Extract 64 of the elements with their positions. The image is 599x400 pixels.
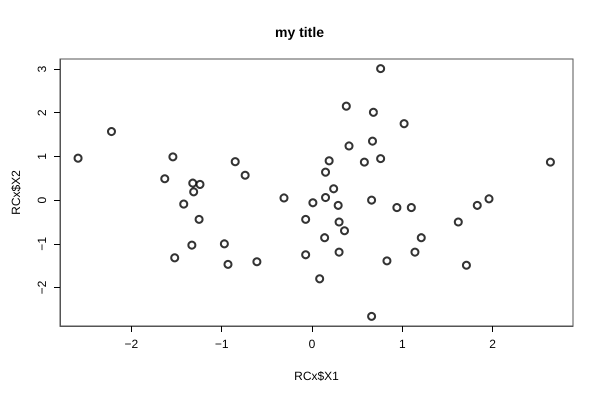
point [392, 203, 402, 212]
point [301, 250, 310, 260]
y-tick-label: 0 [35, 196, 49, 204]
point [454, 218, 463, 226]
x-tick-label: 2 [489, 337, 496, 351]
point [220, 239, 229, 248]
point [462, 260, 471, 270]
point [320, 233, 330, 242]
point [360, 158, 369, 167]
point [74, 154, 83, 163]
point [308, 198, 318, 208]
point [340, 226, 349, 236]
point [546, 158, 555, 167]
point [484, 194, 494, 204]
y-axis-title: RCx$X2 [9, 170, 23, 215]
point [367, 312, 376, 321]
point [367, 196, 376, 205]
point [315, 274, 324, 284]
point [410, 248, 420, 257]
point [329, 184, 338, 194]
point [324, 156, 334, 166]
x-axis-title: RCx$X1 [294, 369, 340, 383]
x-tick-label: −1 [214, 337, 229, 351]
point [334, 200, 343, 210]
point [344, 141, 354, 150]
point [179, 200, 188, 209]
point [170, 253, 180, 262]
point [342, 102, 351, 111]
point [230, 157, 240, 166]
y-tick-label: −1 [35, 236, 49, 251]
x-tick-label: −2 [124, 337, 139, 351]
point [189, 187, 198, 196]
x-tick-label: 1 [398, 337, 406, 351]
point [472, 200, 482, 210]
point [106, 127, 116, 136]
point [406, 203, 416, 212]
y-tick-label: 1 [35, 152, 49, 160]
point [321, 193, 330, 202]
point [416, 233, 426, 242]
point [160, 174, 170, 184]
x-tick-label: 0 [308, 337, 316, 351]
point [400, 119, 409, 128]
point [188, 178, 198, 188]
point [382, 256, 392, 266]
point [187, 240, 196, 250]
point [376, 64, 386, 74]
point [368, 136, 377, 146]
point [240, 170, 250, 180]
point [194, 214, 204, 224]
y-tick-label: 3 [35, 65, 49, 72]
chart-title: my title [274, 24, 324, 40]
point [334, 218, 344, 226]
y-tick-label: 2 [35, 109, 49, 116]
point [321, 168, 330, 177]
point [168, 152, 178, 162]
point [223, 260, 232, 269]
point [301, 214, 310, 224]
point [368, 108, 378, 117]
y-tick-label: −2 [35, 280, 49, 294]
point [252, 257, 262, 266]
point [279, 193, 288, 202]
point [196, 180, 204, 189]
point [334, 248, 344, 257]
point [376, 154, 386, 164]
